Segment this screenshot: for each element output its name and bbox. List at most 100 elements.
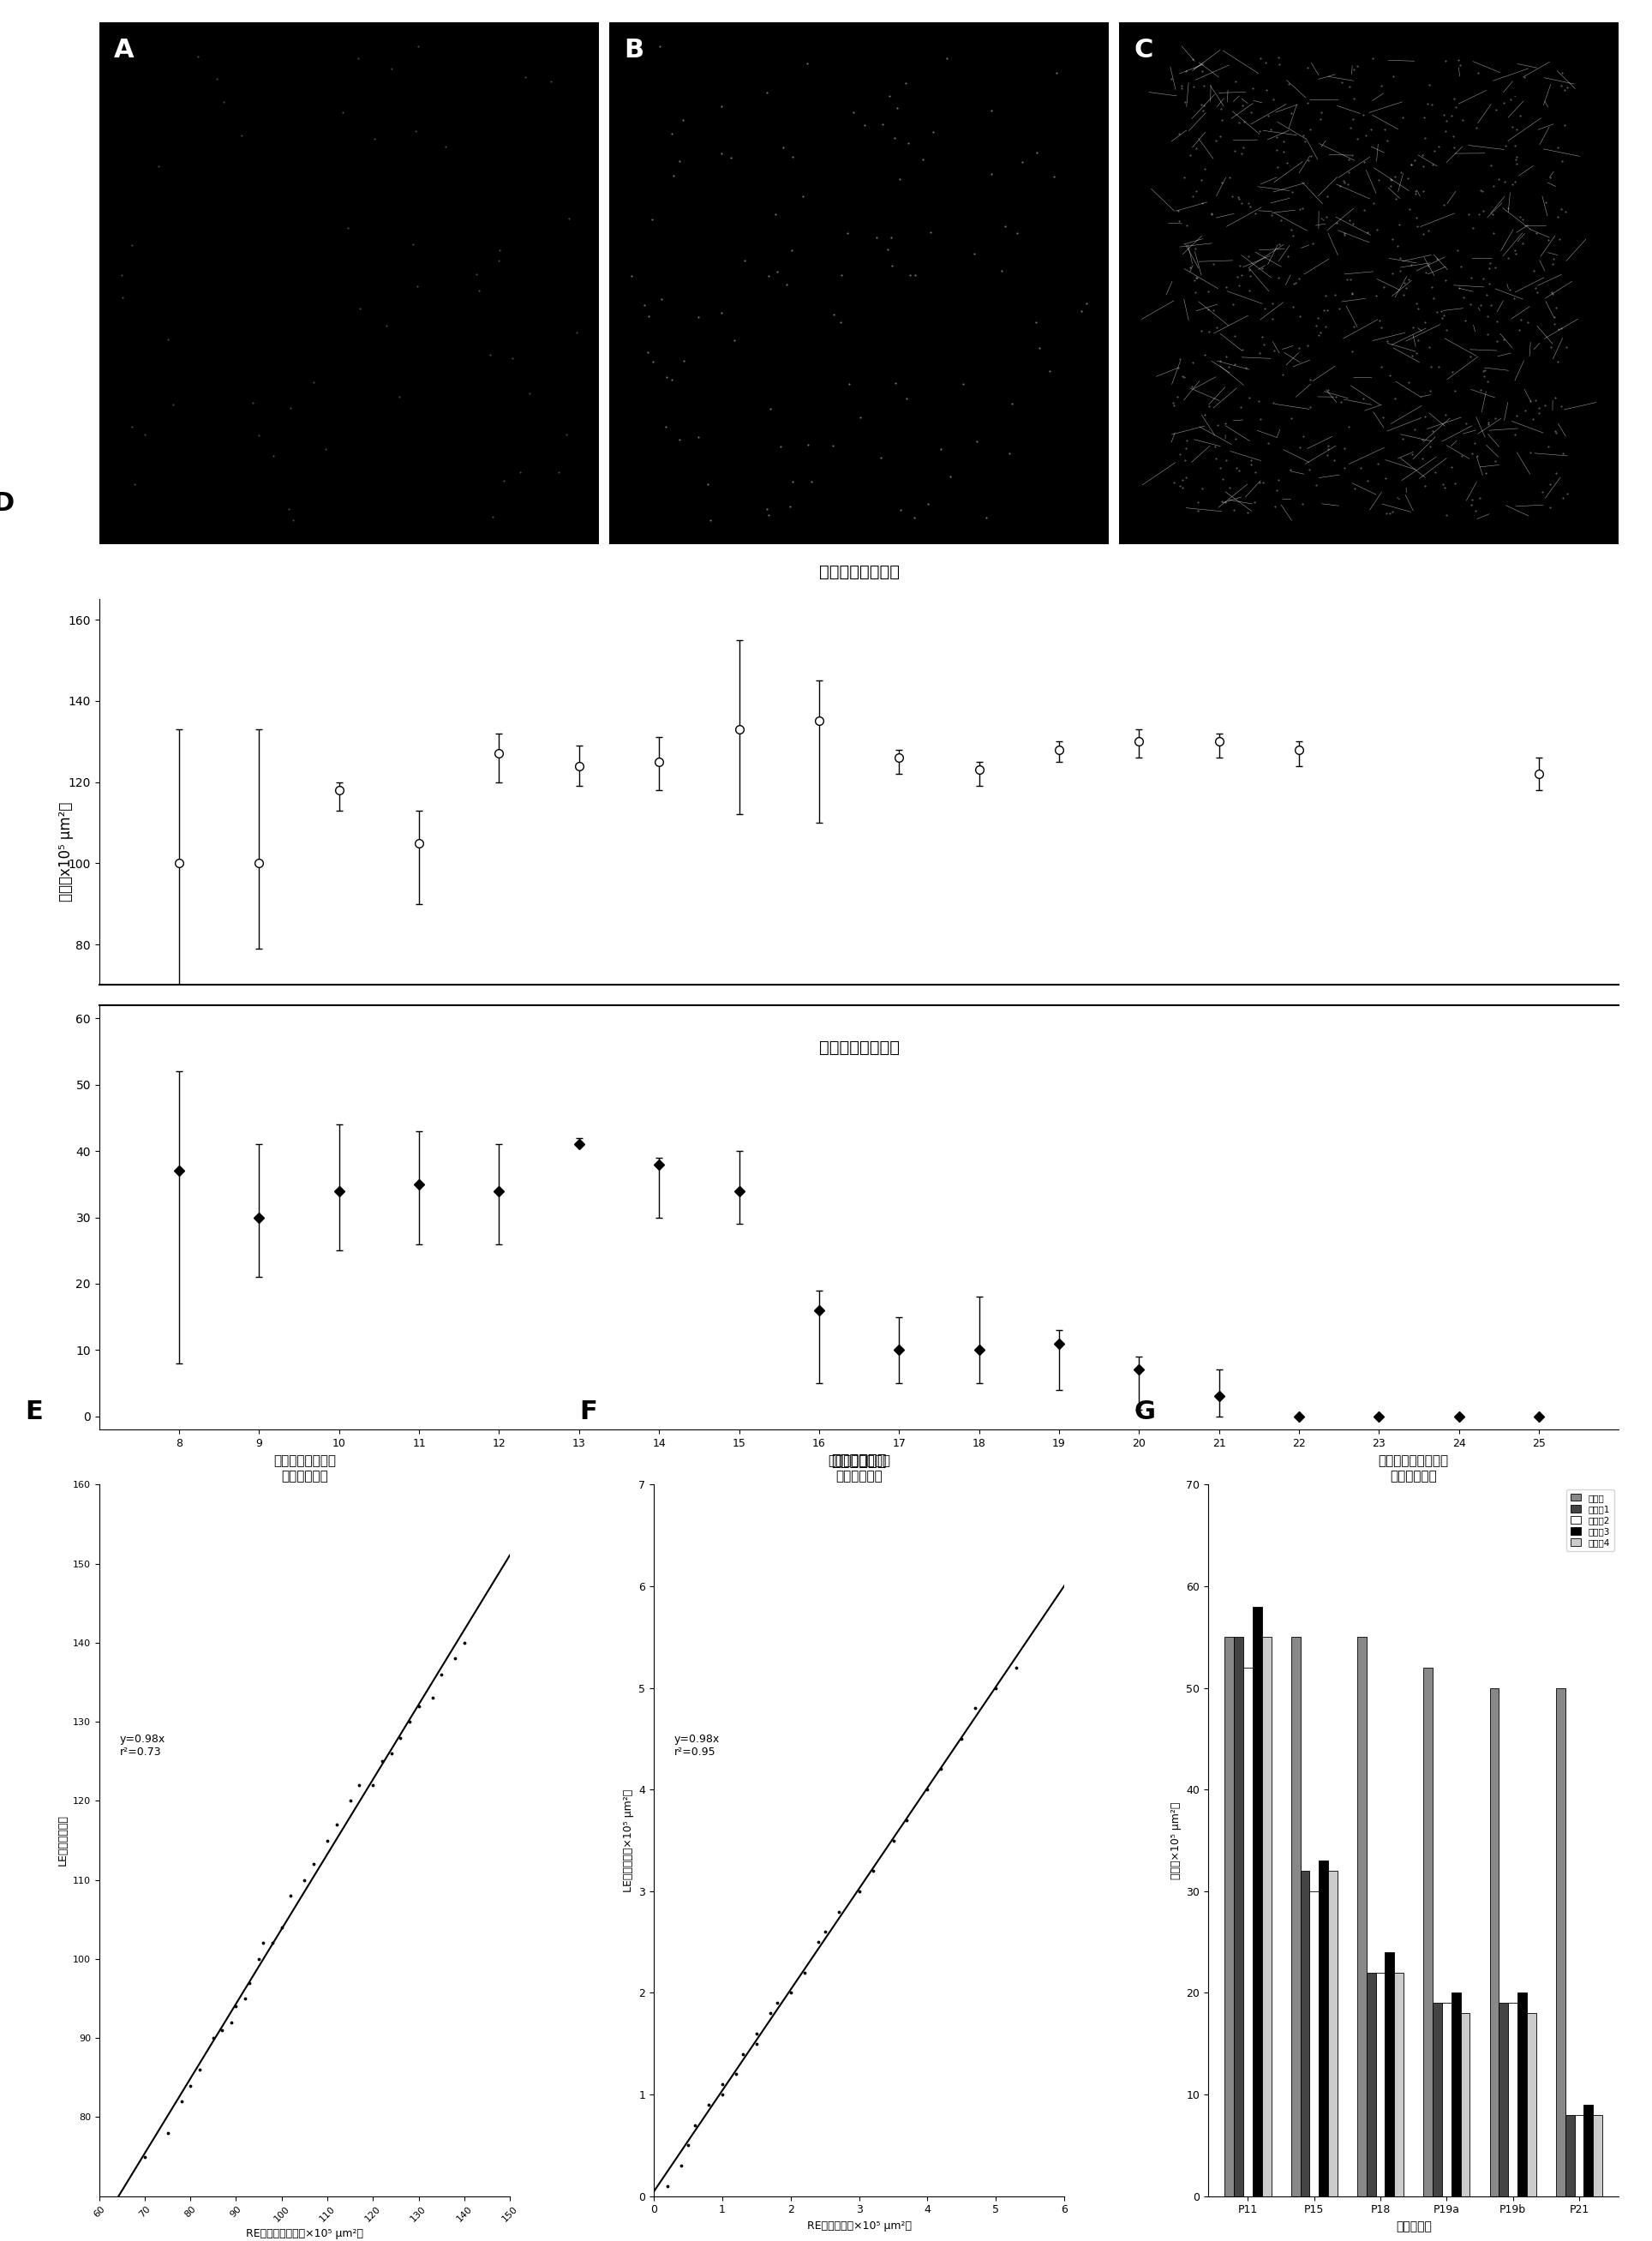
Point	[154, 2116, 180, 2151]
Point	[441, 1640, 468, 1676]
Point	[428, 1656, 454, 1692]
Point	[763, 1986, 790, 2021]
Point	[236, 1965, 263, 2001]
Point	[859, 1853, 885, 1889]
Point	[709, 2077, 735, 2113]
Point	[654, 2167, 681, 2203]
Point	[743, 2015, 770, 2051]
X-axis label: RE总视网膜面积（×10⁵ μm²）: RE总视网膜面积（×10⁵ μm²）	[246, 2228, 363, 2239]
Text: G: G	[1135, 1398, 1156, 1423]
Point	[314, 1822, 340, 1858]
Point	[405, 1687, 431, 1723]
Point	[778, 1974, 805, 2010]
Bar	[1452, 1992, 1460, 2196]
Point	[223, 1988, 249, 2024]
Point	[231, 1981, 258, 2017]
Text: D: D	[0, 491, 15, 515]
Point	[324, 1806, 350, 1842]
Bar	[1384, 1952, 1394, 2196]
Bar	[1424, 1667, 1432, 2196]
Text: C: C	[1133, 38, 1153, 63]
Bar	[1244, 1667, 1252, 2196]
Point	[757, 1994, 783, 2030]
Point	[695, 2086, 722, 2122]
X-axis label: RE闭塞面积（×10⁵ μm²）: RE闭塞面积（×10⁵ μm²）	[806, 2221, 912, 2232]
Point	[722, 2057, 748, 2093]
Point	[674, 2127, 700, 2163]
Bar	[1366, 1972, 1376, 2196]
Bar	[1526, 2012, 1536, 2196]
Point	[246, 1941, 273, 1977]
Point	[682, 2107, 709, 2142]
Point	[132, 2138, 159, 2174]
Point	[345, 1768, 372, 1804]
Title: 两侧眼的相关性：
血管闭塞面积: 两侧眼的相关性： 血管闭塞面积	[828, 1454, 890, 1481]
Bar	[1574, 2116, 1584, 2196]
Bar	[1310, 1891, 1318, 2196]
Point	[451, 1625, 477, 1661]
Point	[278, 1878, 304, 1914]
Bar	[1328, 1871, 1338, 2196]
Text: （血管闭塞面积）: （血管闭塞面积）	[819, 1040, 899, 1056]
Bar	[1498, 2003, 1508, 2196]
Point	[894, 1802, 920, 1838]
Point	[730, 2035, 757, 2071]
Point	[291, 1862, 317, 1898]
Point	[210, 2012, 236, 2048]
Point	[826, 1894, 852, 1930]
Point	[1003, 1649, 1029, 1685]
Point	[791, 1954, 818, 1990]
Point	[301, 1847, 327, 1882]
Point	[187, 2053, 213, 2089]
Point	[387, 1719, 413, 1755]
Text: E: E	[25, 1398, 43, 1423]
Point	[378, 1735, 405, 1770]
Bar	[1376, 1972, 1384, 2196]
Point	[811, 1914, 838, 1950]
Point	[961, 1690, 988, 1726]
Bar	[1290, 1636, 1300, 2196]
Point	[743, 2026, 770, 2062]
Bar	[1490, 1687, 1498, 2196]
Text: y=0.98x
r²=0.73: y=0.98x r²=0.73	[119, 1735, 165, 1757]
Point	[200, 2019, 226, 2055]
Title: 观察者间的差异性：
血管闭塞面积: 观察者间的差异性： 血管闭塞面积	[1378, 1454, 1449, 1481]
Point	[396, 1703, 423, 1739]
Point	[928, 1750, 955, 1786]
Bar	[1442, 2003, 1452, 2196]
Point	[337, 1784, 363, 1820]
Point	[249, 1925, 276, 1961]
Point	[269, 1909, 296, 1945]
X-axis label: 眼（年龄）: 眼（年龄）	[1396, 2221, 1432, 2232]
Bar	[1584, 2104, 1593, 2196]
Title: 两侧眼的相关性：
总视网膜面积: 两侧眼的相关性： 总视网膜面积	[273, 1454, 335, 1481]
Point	[259, 1925, 286, 1961]
Y-axis label: LE总视网膜面积: LE总视网膜面积	[56, 1815, 68, 1867]
Bar	[1556, 1687, 1566, 2196]
Y-axis label: 面积（×10⁵ μm²）: 面积（×10⁵ μm²）	[1170, 1802, 1181, 1880]
Bar	[1252, 1607, 1262, 2196]
Bar	[1318, 1860, 1328, 2196]
Point	[914, 1773, 940, 1808]
Point	[881, 1822, 907, 1858]
Text: A: A	[114, 38, 134, 63]
Point	[368, 1743, 395, 1779]
Text: （总视网膜面积）: （总视网膜面积）	[819, 565, 899, 580]
Point	[420, 1681, 446, 1717]
Point	[667, 2147, 694, 2183]
Bar	[1460, 2012, 1470, 2196]
Bar	[1593, 2116, 1602, 2196]
Bar	[1508, 2003, 1518, 2196]
Text: y=0.98x
r²=0.95: y=0.98x r²=0.95	[674, 1735, 720, 1757]
Bar	[1566, 2116, 1574, 2196]
Legend: 平均值, 观察者1, 观察者2, 观察者3, 观察者4: 平均值, 观察者1, 观察者2, 观察者3, 观察者4	[1566, 1488, 1614, 1551]
Point	[709, 2066, 735, 2102]
Y-axis label: LE闭塞面积（×10⁵ μm²）: LE闭塞面积（×10⁵ μm²）	[623, 1788, 634, 1891]
Point	[218, 2003, 244, 2039]
Bar	[1358, 1636, 1366, 2196]
Bar	[1394, 1972, 1404, 2196]
Point	[948, 1721, 975, 1757]
Point	[846, 1873, 872, 1909]
Bar	[1224, 1636, 1234, 2196]
Text: B: B	[624, 38, 644, 63]
